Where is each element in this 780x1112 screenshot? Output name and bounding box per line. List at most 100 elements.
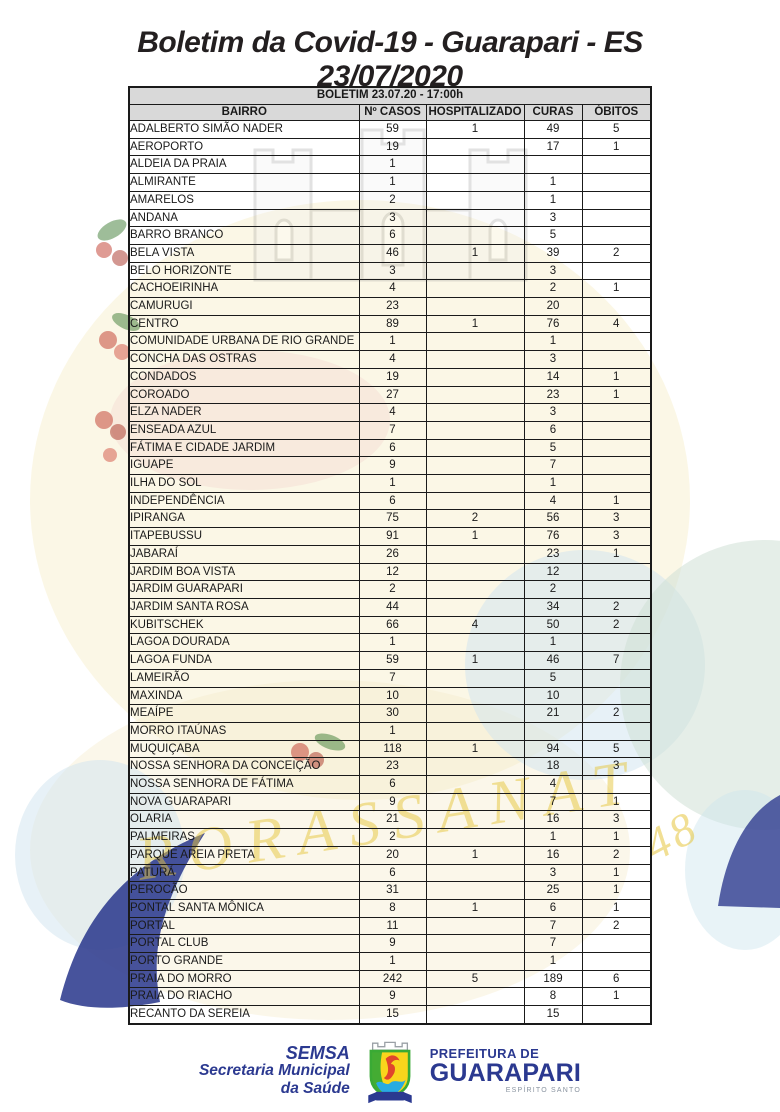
curas-cell: 1: [523, 828, 583, 847]
hospitalizado-cell: 1: [425, 739, 525, 759]
obitos-cell: 2: [581, 597, 652, 617]
obitos-cell: 3: [581, 757, 652, 777]
bairro-cell: NOSSA SENHORA DE FÁTIMA: [128, 775, 360, 794]
bairro-cell: NOVA GUARAPARI: [128, 792, 360, 812]
col-header-casos: Nº CASOS: [358, 103, 427, 121]
table-row: PORTAL 11 7 2: [128, 916, 652, 936]
obitos-cell: [581, 332, 652, 352]
casos-cell: 23: [358, 297, 427, 316]
column-header-row: BAIRRO Nº CASOS HOSPITALIZADO CURAS ÓBIT…: [128, 103, 652, 121]
casos-cell: 59: [358, 651, 427, 670]
table-row: LAGOA FUNDA 59 1 46 7: [128, 651, 652, 670]
bairro-cell: LAGOA FUNDA: [128, 651, 360, 670]
casos-cell: 7: [358, 420, 427, 440]
casos-cell: 242: [358, 969, 427, 989]
table-row: ILHA DO SOL 1 1: [128, 474, 652, 493]
obitos-cell: [581, 686, 652, 706]
casos-cell: 8: [358, 898, 427, 918]
obitos-cell: 1: [581, 491, 652, 511]
bairro-cell: JARDIM SANTA ROSA: [128, 597, 360, 617]
hospitalizado-cell: [425, 916, 525, 936]
bairro-cell: PEROCÃO: [128, 881, 360, 900]
table-row: CONCHA DAS OSTRAS 4 3: [128, 350, 652, 369]
curas-cell: 56: [523, 509, 583, 529]
casos-cell: 1: [358, 173, 427, 192]
casos-cell: 30: [358, 704, 427, 723]
prefeitura-line3: ESPÍRITO SANTO: [505, 1087, 582, 1094]
table-row: PARQUE AREIA PRETA 20 1 16 2: [128, 845, 652, 865]
hospitalizado-cell: [425, 456, 525, 476]
hospitalizado-cell: [425, 279, 525, 299]
bairro-cell: ITAPEBUSSU: [128, 527, 360, 546]
curas-cell: 1: [523, 332, 583, 352]
obitos-cell: 1: [581, 792, 652, 812]
table-row: ANDANA 3 3: [128, 208, 652, 228]
obitos-cell: [581, 438, 652, 458]
obitos-cell: 4: [581, 314, 652, 334]
hospitalizado-cell: [425, 438, 525, 458]
hospitalizado-cell: 5: [425, 969, 525, 989]
casos-cell: 89: [358, 314, 427, 334]
obitos-cell: 2: [581, 845, 652, 865]
casos-cell: 9: [358, 456, 427, 476]
obitos-cell: 2: [581, 243, 652, 263]
hospitalizado-cell: [425, 757, 525, 777]
table-row: LAMEIRÃO 7 5: [128, 668, 652, 688]
casos-cell: 7: [358, 668, 427, 688]
curas-cell: 189: [523, 969, 583, 989]
prefeitura-text-block: PREFEITURA DE GUARAPARI ESPÍRITO SANTO: [430, 1047, 581, 1095]
obitos-cell: [581, 934, 652, 954]
curas-cell: 1: [523, 173, 583, 192]
obitos-cell: 1: [581, 828, 652, 847]
curas-cell: 4: [523, 775, 583, 794]
curas-cell: 4: [523, 491, 583, 511]
table-row: MAXINDA 10 10: [128, 686, 652, 706]
table-row: NOSSA SENHORA DA CONCEIÇÃO 23 18 3: [128, 757, 652, 777]
curas-cell: 3: [523, 261, 583, 281]
table-row: AMARELOS 2 1: [128, 190, 652, 210]
curas-cell: 2: [523, 279, 583, 299]
semsa-text-block: SEMSA Secretaria Municipal da Saúde: [199, 1044, 350, 1098]
curas-cell: 3: [523, 208, 583, 228]
bairro-cell: MEAÍPE: [128, 704, 360, 723]
table-row: COMUNIDADE URBANA DE RIO GRANDE 1 1: [128, 332, 652, 352]
title-line1: Boletim da Covid-19 - Guarapari - ES: [137, 26, 643, 60]
obitos-cell: 1: [581, 367, 652, 387]
hospitalizado-cell: [425, 261, 525, 281]
curas-cell: 18: [523, 757, 583, 777]
bairro-cell: PRAIA DO MORRO: [128, 969, 360, 989]
curas-cell: 8: [523, 987, 583, 1007]
table-row: PRAIA DO RIACHO 9 8 1: [128, 987, 652, 1007]
hospitalizado-cell: [425, 668, 525, 688]
table-row: JARDIM SANTA ROSA 44 34 2: [128, 597, 652, 617]
obitos-cell: 1: [581, 987, 652, 1007]
hospitalizado-cell: [425, 828, 525, 847]
table-row: OLARIA 21 16 3: [128, 810, 652, 830]
casos-cell: 6: [358, 491, 427, 511]
casos-cell: 66: [358, 615, 427, 635]
bairro-cell: CENTRO: [128, 314, 360, 334]
hospitalizado-cell: [425, 544, 525, 564]
table-row: MORRO ITAÚNAS 1: [128, 721, 652, 741]
bairro-cell: MORRO ITAÚNAS: [128, 721, 360, 741]
obitos-cell: [581, 562, 652, 582]
casos-cell: 27: [358, 385, 427, 405]
curas-cell: 20: [523, 297, 583, 316]
bairro-cell: ANDANA: [128, 208, 360, 228]
curas-cell: 1: [523, 952, 583, 971]
obitos-cell: [581, 350, 652, 369]
bairro-cell: PORTAL: [128, 916, 360, 936]
hospitalizado-cell: [425, 952, 525, 971]
obitos-cell: 1: [581, 544, 652, 564]
casos-cell: 4: [358, 403, 427, 422]
table-row: PORTAL CLUB 9 7: [128, 934, 652, 954]
curas-cell: 3: [523, 863, 583, 883]
hospitalizado-cell: [425, 190, 525, 210]
curas-cell: 12: [523, 562, 583, 582]
table-row: AEROPORTO 19 17 1: [128, 137, 652, 157]
curas-cell: 23: [523, 385, 583, 405]
casos-cell: 23: [358, 757, 427, 777]
bairro-cell: LAGOA DOURADA: [128, 633, 360, 653]
table-row: PORTO GRANDE 1 1: [128, 952, 652, 971]
casos-cell: 6: [358, 438, 427, 458]
